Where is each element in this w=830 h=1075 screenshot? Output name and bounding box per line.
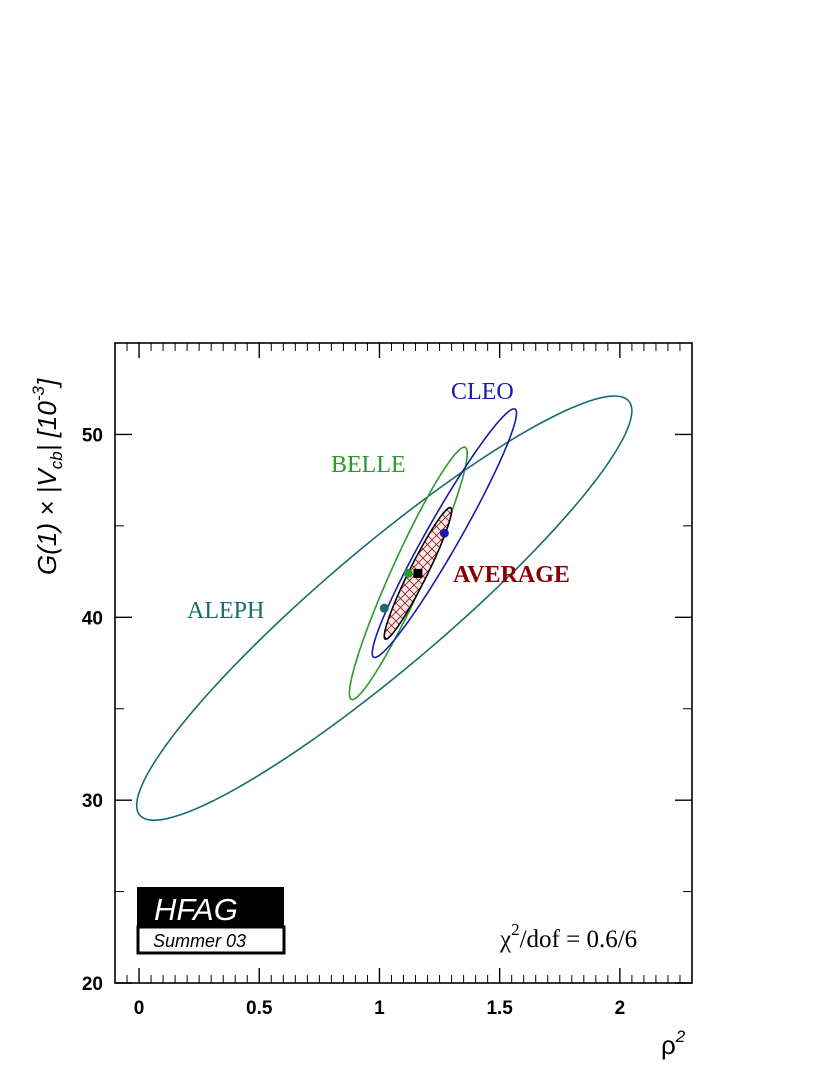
ellipse-aleph xyxy=(135,395,633,822)
y-tick-label: 40 xyxy=(82,608,103,629)
ellipse-cleo xyxy=(371,408,518,659)
logo-sub-text: Summer 03 xyxy=(153,931,246,951)
x-tick-label: 1 xyxy=(374,998,385,1019)
point-cleo xyxy=(439,528,449,538)
x-tick-label: 2 xyxy=(615,998,626,1019)
label-average: AVERAGE xyxy=(453,562,570,588)
y-axis-title: G(1) × |Vcb| [10-3] xyxy=(29,378,66,575)
hfag-logo: HFAG Summer 03 xyxy=(136,887,286,955)
label-belle: BELLE xyxy=(331,452,406,478)
point-belle xyxy=(403,568,413,578)
axis-ticks: 0 0.5 1 1.5 2 20 30 40 50 xyxy=(82,343,692,1019)
logo-main-text: HFAG xyxy=(154,892,238,927)
label-cleo: CLEO xyxy=(451,379,514,405)
x-axis-title: ρ2 xyxy=(661,1027,686,1060)
y-tick-label: 30 xyxy=(82,791,103,812)
point-average xyxy=(413,568,423,578)
y-tick-label: 20 xyxy=(82,974,103,995)
y-tick-label: 50 xyxy=(82,425,103,446)
label-aleph: ALEPH xyxy=(187,598,264,624)
x-tick-label: 1.5 xyxy=(486,998,513,1019)
x-tick-label: 0.5 xyxy=(246,998,273,1019)
point-aleph xyxy=(379,603,389,613)
points-layer xyxy=(379,528,449,613)
chi2-annotation: χ2/dof = 0.6/6 xyxy=(499,920,637,953)
x-tick-label: 0 xyxy=(134,998,145,1019)
